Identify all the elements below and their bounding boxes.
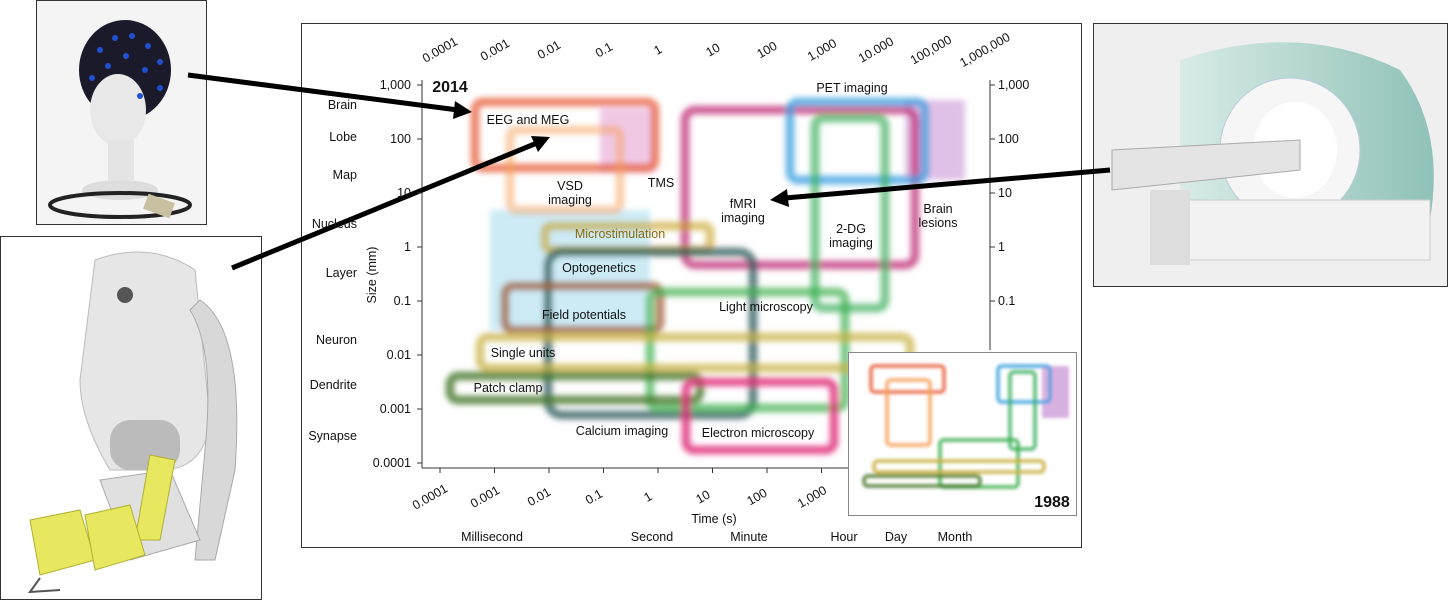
year-label: 1988 — [1034, 494, 1070, 511]
right-tick-label: 100 — [998, 132, 1019, 146]
method-label: Field potentials — [541, 308, 627, 322]
method-label: Calcium imaging — [575, 424, 669, 438]
time-scale-label: Day — [884, 530, 908, 544]
method-label: PET imaging — [816, 81, 888, 95]
method-label: Electron microscopy — [701, 426, 815, 440]
left-tick-label: 1,000 — [379, 78, 411, 92]
right-tick-label: 10 — [998, 186, 1012, 200]
left-tick-label: 0.1 — [393, 294, 411, 308]
size-scale-label: Neuron — [316, 333, 357, 347]
right-tick-label: 1 — [998, 240, 1005, 254]
left-tick-label: 10 — [397, 186, 411, 200]
method-label: Microstimulation — [574, 227, 666, 241]
size-scale-label: Map — [332, 168, 357, 182]
size-scale-label: Lobe — [329, 130, 357, 144]
left-tick-label: 0.001 — [379, 402, 411, 416]
left-tick-label: 0.0001 — [372, 456, 411, 470]
axes — [421, 80, 991, 469]
method-label: Single units — [490, 346, 556, 360]
method-label: TMS — [647, 176, 675, 190]
left-tick-label: 0.01 — [386, 348, 411, 362]
size-scale-label: Layer — [325, 266, 357, 280]
method-label: Brain lesions — [918, 202, 958, 230]
size-scale-label: Dendrite — [309, 378, 357, 392]
method-label: fMRI imaging — [721, 197, 765, 225]
method-label: Light microscopy — [719, 300, 813, 314]
size-scale-label: Nucleus — [311, 217, 357, 231]
left-tick-label: 1 — [404, 240, 411, 254]
tms-image — [0, 236, 262, 600]
method-label: 2-DG imaging — [829, 222, 873, 250]
eeg-image — [36, 0, 207, 225]
right-tick-label: 1,000 — [998, 78, 1030, 92]
time-scale-label: Hour — [830, 530, 858, 544]
arrows — [187, 72, 1111, 271]
time-scale-label: Month — [937, 530, 973, 544]
left-tick-label: 100 — [390, 132, 411, 146]
year-label: 2014 — [432, 79, 468, 96]
mri-image — [1093, 23, 1448, 287]
x-axis-label: Time (s) — [691, 512, 737, 526]
size-scale-label: Synapse — [308, 429, 357, 443]
method-label: Optogenetics — [562, 261, 636, 275]
y-axis-label: Size (mm) — [365, 246, 379, 304]
method-label: EEG and MEG — [486, 113, 570, 127]
method-label: Patch clamp — [473, 381, 543, 395]
method-boxes — [445, 97, 965, 455]
inset-boxes — [862, 364, 1069, 489]
right-tick-label: 0.1 — [998, 294, 1016, 308]
time-scale-label: Second — [630, 530, 674, 544]
method-label: VSD imaging — [548, 179, 592, 207]
time-scale-label: Minute — [730, 530, 768, 544]
size-scale-label: Brain — [327, 98, 357, 112]
tick-marks — [417, 84, 995, 473]
time-scale-label: Millisecond — [461, 530, 523, 544]
